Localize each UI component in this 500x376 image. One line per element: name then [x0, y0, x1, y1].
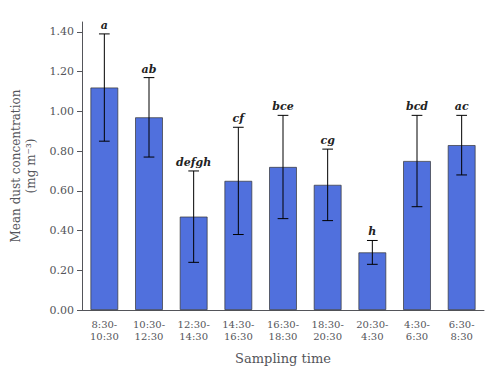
svg-text:10:30: 10:30	[90, 331, 119, 342]
svg-text:cf: cf	[233, 112, 247, 125]
svg-text:18:30: 18:30	[269, 331, 298, 342]
svg-text:0.80: 0.80	[50, 145, 75, 158]
svg-text:ab: ab	[142, 63, 157, 76]
svg-text:bce: bce	[272, 100, 293, 113]
svg-text:8:30: 8:30	[450, 331, 472, 342]
svg-text:6:30-: 6:30-	[449, 319, 475, 330]
svg-text:12:30-: 12:30-	[178, 319, 210, 330]
svg-text:14:30-: 14:30-	[222, 319, 254, 330]
svg-text:bcd: bcd	[406, 100, 428, 113]
svg-text:12:30: 12:30	[135, 331, 164, 342]
svg-text:Mean dust concentration: Mean dust concentration	[9, 89, 23, 242]
svg-text:14:30: 14:30	[179, 331, 208, 342]
svg-text:Sampling time: Sampling time	[235, 351, 331, 366]
svg-text:18:30-: 18:30-	[312, 319, 344, 330]
svg-text:1.40: 1.40	[50, 25, 75, 38]
svg-text:6:30: 6:30	[406, 331, 428, 342]
svg-text:16:30: 16:30	[224, 331, 253, 342]
svg-text:ac: ac	[455, 100, 469, 113]
svg-text:0.40: 0.40	[50, 224, 75, 237]
svg-text:defgh: defgh	[176, 156, 211, 169]
svg-text:1.00: 1.00	[50, 105, 75, 118]
svg-text:(mg m⁻³): (mg m⁻³)	[24, 139, 38, 194]
svg-text:0.60: 0.60	[50, 184, 75, 197]
svg-text:20:30-: 20:30-	[356, 319, 388, 330]
svg-text:20:30: 20:30	[313, 331, 342, 342]
svg-text:4:30-: 4:30-	[404, 319, 430, 330]
svg-text:10:30-: 10:30-	[133, 319, 165, 330]
svg-text:16:30-: 16:30-	[267, 319, 299, 330]
svg-text:0.20: 0.20	[50, 264, 75, 277]
svg-text:8:30-: 8:30-	[91, 319, 117, 330]
svg-text:1.20: 1.20	[50, 65, 75, 78]
svg-text:cg: cg	[320, 134, 335, 147]
svg-text:h: h	[368, 225, 376, 238]
svg-text:a: a	[101, 19, 108, 32]
svg-text:4:30: 4:30	[361, 331, 383, 342]
svg-text:0.00: 0.00	[50, 304, 75, 317]
